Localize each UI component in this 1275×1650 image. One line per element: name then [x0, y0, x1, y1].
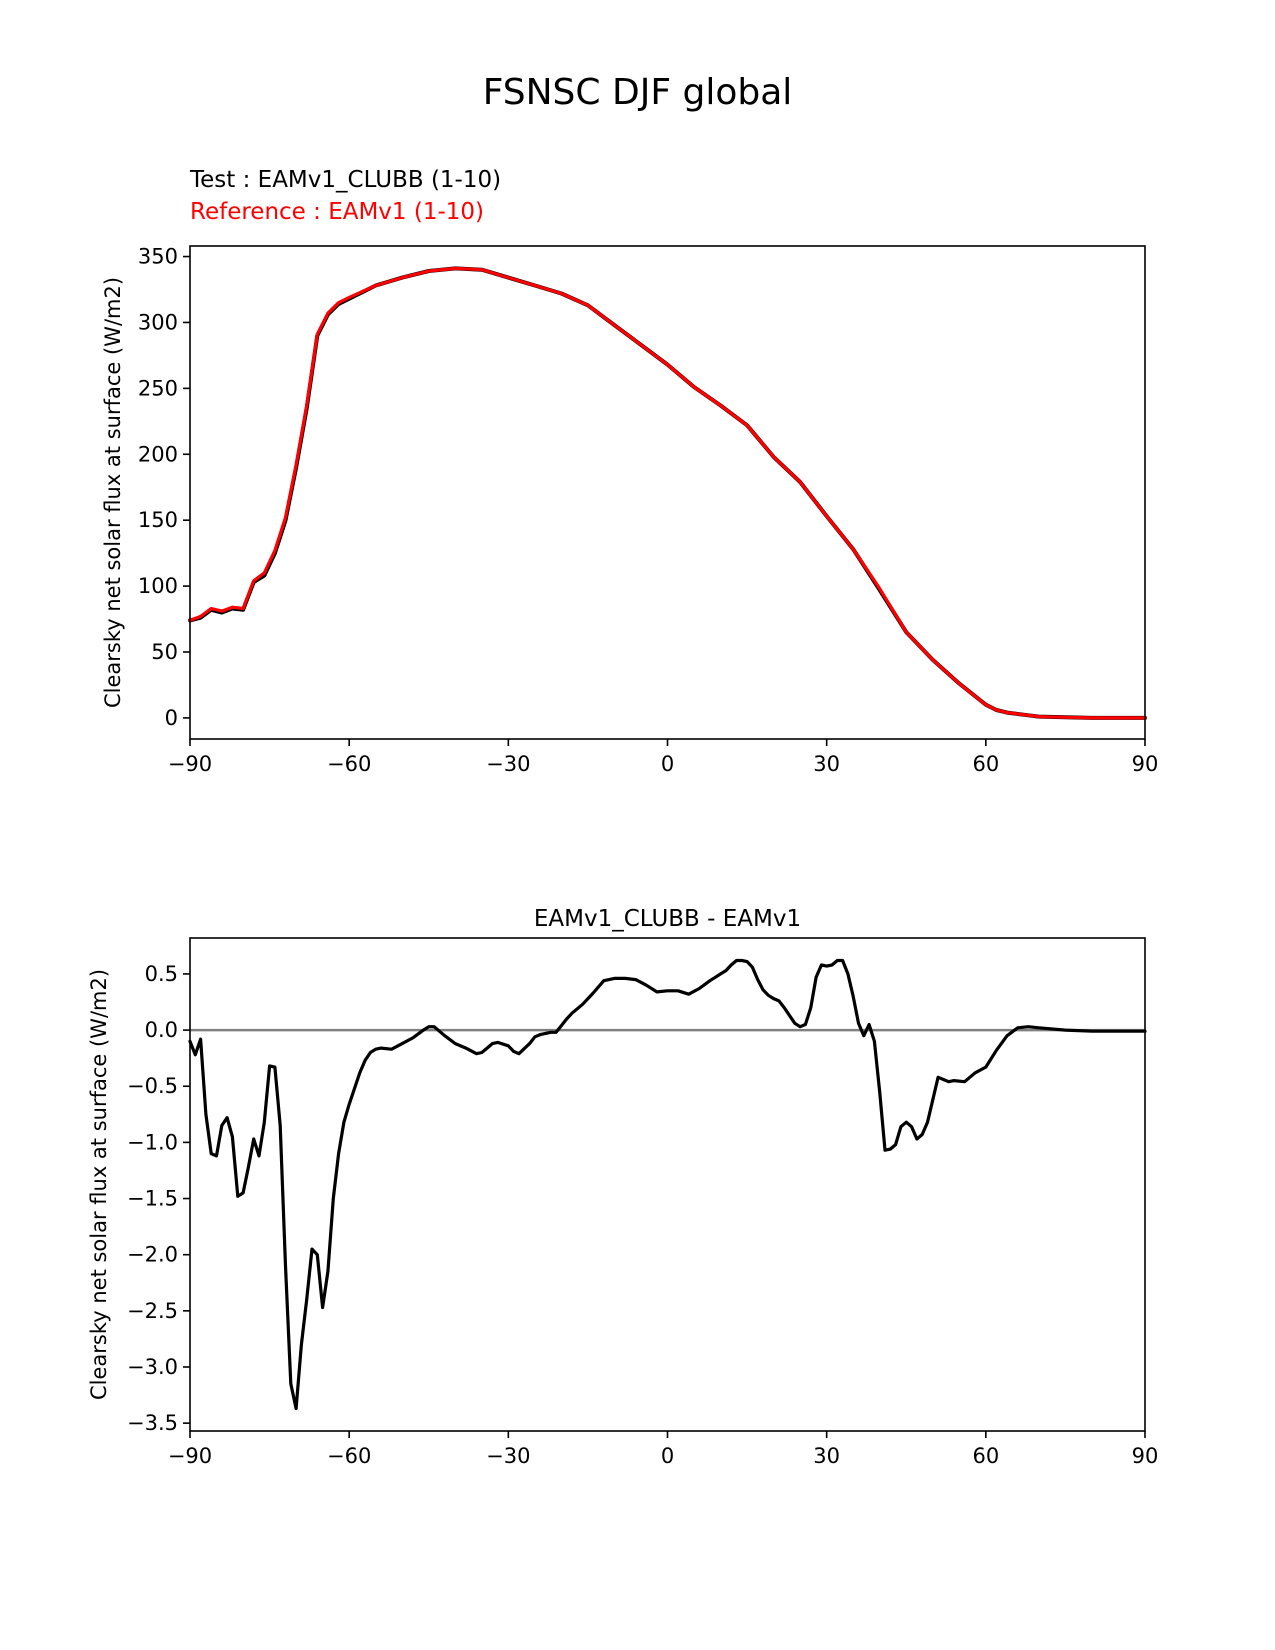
x-tick-label: −60	[327, 752, 371, 776]
y-tick-label: −2.0	[127, 1243, 178, 1267]
y-axis-label: Clearsky net solar flux at surface (W/m2…	[101, 277, 125, 708]
y-tick-label: 250	[138, 376, 178, 400]
x-tick-label: 60	[972, 752, 999, 776]
x-tick-label: 60	[972, 1444, 999, 1468]
y-tick-label: −2.5	[127, 1299, 178, 1323]
test-label: Test : EAMv1_CLUBB (1-10)	[190, 167, 502, 193]
y-tick-label: 0.5	[145, 962, 178, 986]
y-tick-label: 350	[138, 245, 178, 269]
y-tick-label: 300	[138, 310, 178, 334]
y-tick-label: −1.5	[127, 1187, 178, 1211]
y-tick-label: −0.5	[127, 1074, 178, 1098]
x-tick-label: 0	[661, 1444, 674, 1468]
series-line-1	[188, 266, 1147, 720]
x-tick-label: −90	[168, 1444, 212, 1468]
y-tick-label: −3.0	[127, 1355, 178, 1379]
plot-frame	[189, 937, 1146, 1432]
series-line-0	[188, 266, 1147, 720]
x-tick-label: 90	[1132, 1444, 1159, 1468]
panel-title: EAMv1_CLUBB - EAMv1	[534, 906, 801, 932]
x-tick-label: −60	[327, 1444, 371, 1468]
y-tick-label: −3.5	[127, 1411, 178, 1435]
x-tick-label: 0	[661, 752, 674, 776]
series-line-0	[188, 958, 1147, 1411]
panel-fields: −90 −60 −30 0 30 60 90 0 50 100 150 200 250 300 350 Cle…	[101, 245, 1158, 776]
y-axis-label: Clearsky net solar flux at surface (W/m2…	[87, 969, 111, 1400]
y-tick-label: 0.0	[145, 1018, 178, 1042]
x-tick-label: 90	[1132, 752, 1159, 776]
plot-frame	[189, 245, 1146, 740]
y-tick-label: −1.0	[127, 1130, 178, 1154]
panel-difference: −90 −60 −30 0 30 60 90 0.5 0.0 −0.5 −1.0 −1.5 −2.0 −2…	[87, 906, 1158, 1468]
reference-label: Reference : EAMv1 (1-10)	[190, 199, 485, 225]
y-tick-label: 100	[138, 574, 178, 598]
y-tick-label: 200	[138, 442, 178, 466]
figure-title: FSNSC DJF global	[482, 72, 793, 113]
y-tick-label: 0	[165, 706, 178, 730]
x-tick-label: 30	[813, 752, 840, 776]
y-tick-label: 150	[138, 508, 178, 532]
x-tick-label: 30	[813, 1444, 840, 1468]
x-tick-label: −30	[486, 752, 530, 776]
x-tick-label: −90	[168, 752, 212, 776]
y-tick-label: 50	[151, 640, 178, 664]
x-tick-label: −30	[486, 1444, 530, 1468]
